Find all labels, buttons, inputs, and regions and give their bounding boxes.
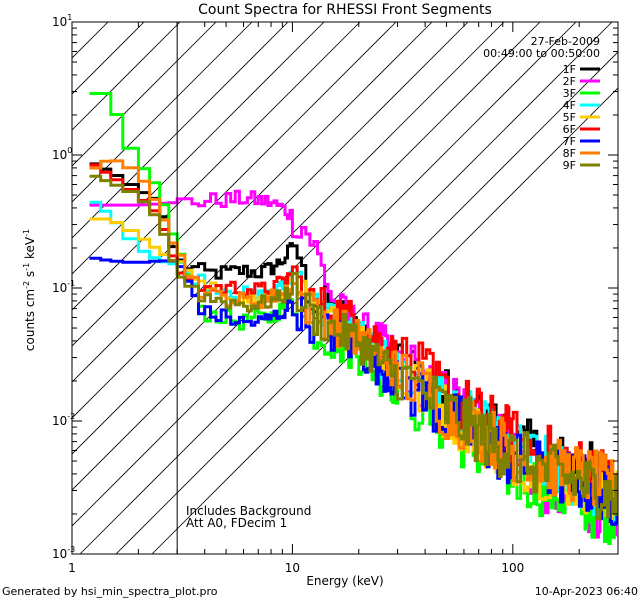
timestamp-label: 10-Apr-2023 06:40 bbox=[535, 585, 638, 598]
legend-label: 6F bbox=[563, 123, 576, 136]
y-tick-label: 100 bbox=[52, 146, 72, 162]
y-tick-base: 10 bbox=[52, 148, 67, 162]
series-group bbox=[89, 92, 618, 545]
legend-label: 5F bbox=[563, 111, 576, 124]
y-tick-exp: -2 bbox=[67, 412, 75, 421]
y-tick-label: 101 bbox=[52, 13, 72, 29]
hatch-line bbox=[79, 22, 613, 554]
y-tick-base: 10 bbox=[52, 281, 67, 295]
y-tick-exp: 1 bbox=[67, 13, 72, 22]
hatch-line bbox=[72, 22, 217, 167]
legend-label: 1F bbox=[563, 63, 576, 76]
axis-ticks bbox=[71, 21, 619, 555]
x-tick-label: 10 bbox=[285, 561, 300, 575]
series-9F bbox=[89, 174, 618, 521]
x-tick-label: 1 bbox=[68, 561, 76, 575]
series-7F bbox=[89, 256, 618, 526]
y-tick-exp: 0 bbox=[67, 146, 72, 155]
legend-label: 3F bbox=[563, 87, 576, 100]
y-tick-label: 10-3 bbox=[52, 545, 75, 561]
hatch-line bbox=[151, 87, 618, 554]
legend-label: 8F bbox=[563, 147, 576, 160]
x-axis-label: Energy (keV) bbox=[306, 574, 383, 588]
legend-label: 4F bbox=[563, 99, 576, 112]
y-tick-base: 10 bbox=[52, 547, 67, 561]
y-tick-label: 10-2 bbox=[52, 412, 75, 428]
y-label-exp: -1 bbox=[22, 229, 31, 237]
hatch-line bbox=[72, 22, 397, 347]
y-tick-exp: -1 bbox=[67, 279, 75, 288]
hatch-line bbox=[72, 22, 433, 383]
hatch-line bbox=[115, 51, 618, 554]
date-label: 27-Feb-2009 bbox=[531, 35, 600, 48]
legend-label: 7F bbox=[563, 135, 576, 148]
y-tick-base: 10 bbox=[52, 15, 67, 29]
hatch-line bbox=[72, 22, 361, 311]
y-tick-base: 10 bbox=[52, 414, 67, 428]
y-tick-exp: -3 bbox=[67, 545, 75, 554]
hatch-line bbox=[72, 22, 505, 455]
hatch-line bbox=[72, 22, 325, 275]
chart-title: Count Spectra for RHESSI Front Segments bbox=[198, 2, 492, 18]
generated-by-label: Generated by hsi_min_spectra_plot.pro bbox=[2, 585, 218, 598]
y-label-exp: -1 bbox=[22, 263, 31, 271]
note-attenuator: Att A0, FDecim 1 bbox=[186, 516, 287, 530]
y-label-part: s bbox=[23, 271, 37, 281]
series-8F bbox=[89, 159, 618, 513]
y-axis-label: counts cm-2 s-1 keV-1 bbox=[22, 229, 37, 351]
time-range-label: 00:49:00 to 00:50:00 bbox=[483, 47, 600, 60]
hatch-line bbox=[72, 22, 181, 131]
note-background: Includes Background bbox=[186, 504, 311, 518]
y-label-part: counts cm bbox=[23, 289, 37, 351]
x-tick-label: 100 bbox=[501, 561, 524, 575]
hatch-line bbox=[72, 22, 469, 419]
legend-label: 2F bbox=[563, 75, 576, 88]
y-label-part: keV bbox=[23, 236, 37, 263]
y-label-exp: -2 bbox=[22, 281, 31, 289]
hatch-line bbox=[72, 22, 289, 239]
hatch-line bbox=[72, 22, 253, 203]
legend-label: 9F bbox=[563, 159, 576, 172]
y-tick-label: 10-1 bbox=[52, 279, 75, 295]
